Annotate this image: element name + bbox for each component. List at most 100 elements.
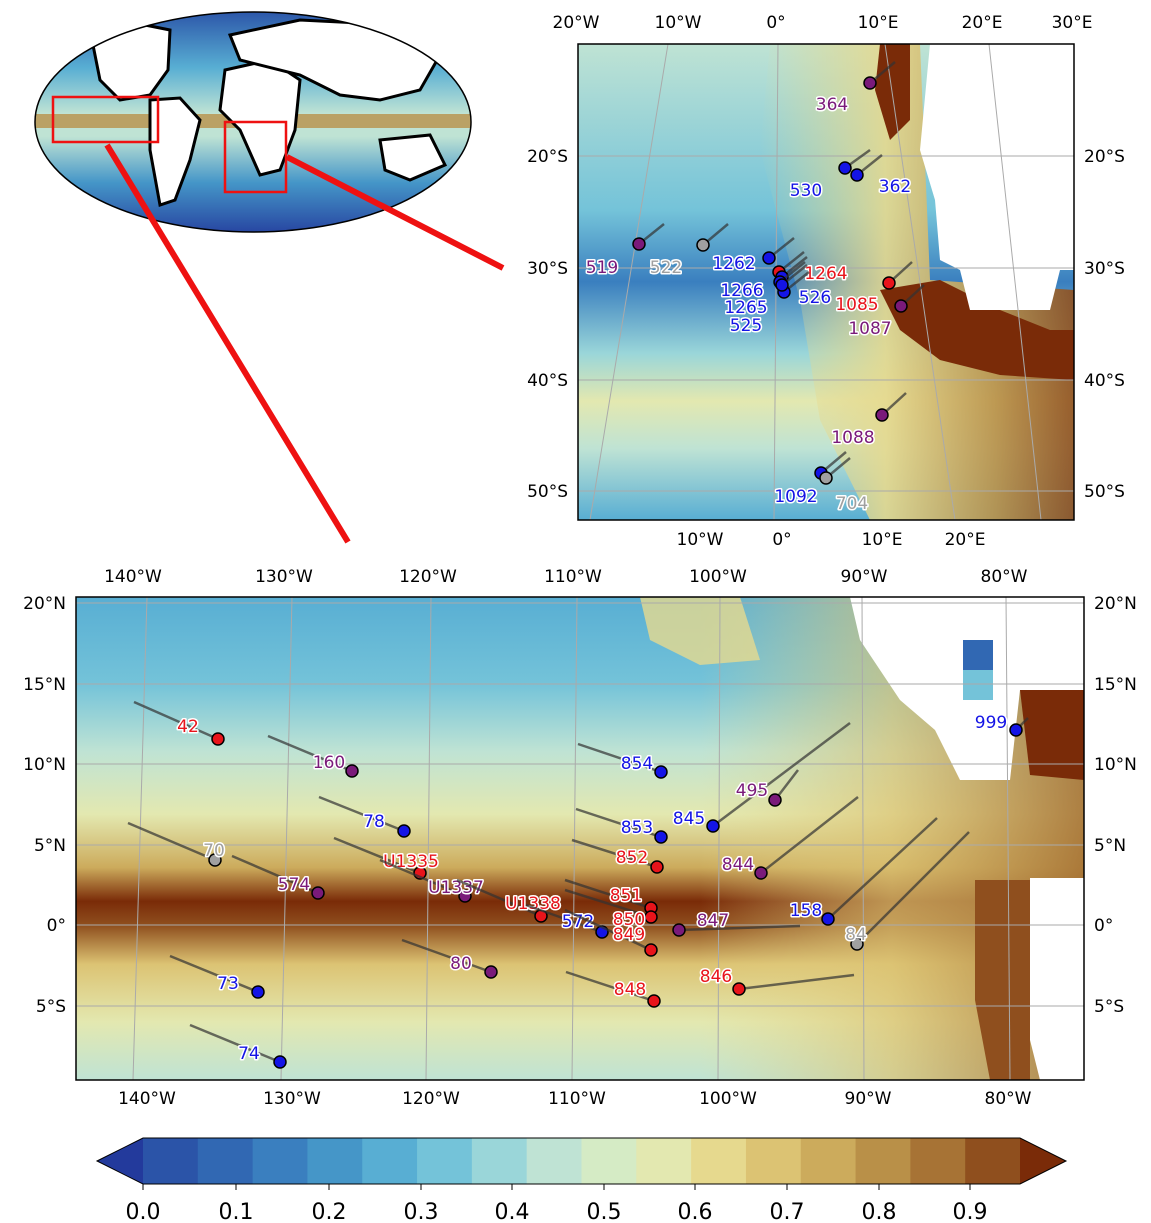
site-846: 846 — [698, 966, 855, 996]
pacific-peru-upwelling — [975, 880, 1030, 1080]
pacific-top-tick: 130°W — [255, 567, 313, 587]
site-848: 848 — [565, 970, 661, 1008]
site-marker — [251, 985, 265, 999]
atlantic-right-tick: 50°S — [1084, 482, 1125, 502]
pacific-bottom-tick: 120°W — [402, 1089, 460, 1109]
site-marker — [644, 943, 658, 957]
site-label: U1338 — [505, 894, 561, 914]
drift-path — [760, 796, 859, 874]
atlantic-right-tick: 20°S — [1084, 147, 1125, 167]
colorbar-swatch — [471, 1138, 528, 1184]
drift-path — [575, 807, 662, 839]
site-label: 362 — [879, 177, 911, 197]
site-label: 852 — [616, 848, 648, 868]
site-marker — [875, 408, 889, 422]
atlantic-top-tick: 20°W — [553, 13, 600, 33]
pacific-right-tick: 10°N — [1094, 755, 1137, 775]
drift-path — [565, 970, 655, 1003]
pacific-bottom-tick: 130°W — [263, 1089, 321, 1109]
site-label: 574 — [278, 875, 310, 895]
atlantic-bottom-tick: 0° — [772, 530, 791, 550]
colorbar-tick-label: 0.2 — [312, 1200, 347, 1223]
site-marker — [654, 830, 668, 844]
site-marker — [211, 732, 225, 746]
site-label: 704 — [836, 494, 868, 514]
site-84: 84 — [844, 831, 970, 951]
pacific-top-tick: 90°W — [841, 567, 888, 587]
pacific-right-tick: 0° — [1094, 916, 1113, 936]
atlantic-left-tick: 30°S — [527, 259, 568, 279]
pacific-top-tick: 110°W — [544, 567, 602, 587]
site-label: 1262 — [712, 254, 755, 274]
globe-box-pacific — [51, 95, 160, 144]
pacific-bottom-tick: 100°W — [699, 1089, 757, 1109]
site-853: 853 — [575, 807, 668, 844]
colorbar-swatch — [745, 1138, 802, 1184]
site-1265: 1265 — [723, 261, 806, 320]
site-label: 522 — [650, 258, 682, 278]
atlantic-top-tick: 10°W — [655, 13, 702, 33]
site-marker — [632, 237, 646, 251]
atlantic-graticule — [578, 44, 1074, 520]
site-marker — [208, 853, 222, 867]
site-1088: 1088 — [830, 392, 907, 450]
site-525: 525 — [728, 264, 808, 338]
site-label: 364 — [816, 95, 848, 115]
colorbar-extend-high — [1020, 1138, 1066, 1184]
drift-path — [564, 908, 652, 952]
drift-path — [571, 838, 658, 869]
site-574: 574 — [231, 854, 325, 900]
site-label: U1337 — [428, 878, 484, 898]
atlantic-top-tick: 30°E — [1052, 13, 1093, 33]
colorbar-extend-low — [97, 1138, 143, 1184]
atlantic-left-tick: 50°S — [527, 482, 568, 502]
site-42: 42 — [133, 700, 225, 746]
pacific-left-tick: 5°N — [34, 836, 66, 856]
site-label: U1335 — [383, 852, 439, 872]
pacific-bottom-tick: 140°W — [118, 1089, 176, 1109]
site-1087: 1087 — [847, 284, 925, 341]
global-overview-map — [34, 11, 472, 233]
atlantic-bottom-tick: 10°W — [677, 530, 724, 550]
site-1092: 1092 — [773, 451, 847, 509]
site-158: 158 — [788, 817, 938, 926]
site-label: 1087 — [848, 319, 891, 339]
drift-path — [267, 734, 353, 773]
site-label: 847 — [697, 911, 729, 931]
colorbar-swatch — [965, 1138, 1021, 1184]
drift-path — [318, 795, 405, 833]
colorbar-swatch — [800, 1138, 857, 1184]
site-label: 78 — [363, 812, 385, 832]
site-362: 362 — [850, 154, 913, 199]
colorbar-tick-label: 0.9 — [953, 1200, 988, 1223]
atlantic-bottom-tick: 20°E — [945, 530, 986, 550]
drift-path — [678, 924, 801, 932]
atlantic-land-africa — [920, 44, 1074, 310]
site-label: 84 — [845, 925, 867, 945]
site-label: 1265 — [724, 298, 767, 318]
site-label: 846 — [700, 967, 732, 987]
site-marker — [654, 765, 668, 779]
colorbar-swatch — [417, 1138, 473, 1184]
atlantic-left-tick: 40°S — [527, 371, 568, 391]
pacific-right-tick: 5°N — [1094, 836, 1126, 856]
site-label: 1092 — [774, 487, 817, 507]
pacific-land-south-america — [1030, 878, 1084, 1080]
drift-path — [169, 954, 259, 994]
site-74: 74 — [189, 1023, 287, 1069]
colorbar-swatch — [855, 1138, 911, 1184]
colorbar-swatch — [636, 1138, 692, 1184]
site-marker — [484, 965, 498, 979]
site-999: 999 — [973, 712, 1029, 737]
site-marker — [732, 982, 746, 996]
atlantic-agulhas-high — [880, 280, 1074, 380]
pacific-axis-ticks: 140°W 130°W 120°W 110°W 100°W 90°W 80°W 140°W 13… — [23, 567, 1137, 1109]
site-847: 847 — [672, 910, 801, 937]
drift-path — [456, 878, 542, 918]
drift-path — [827, 817, 938, 920]
pacific-frame — [75, 596, 1085, 1081]
site-849: 849 — [564, 908, 658, 957]
